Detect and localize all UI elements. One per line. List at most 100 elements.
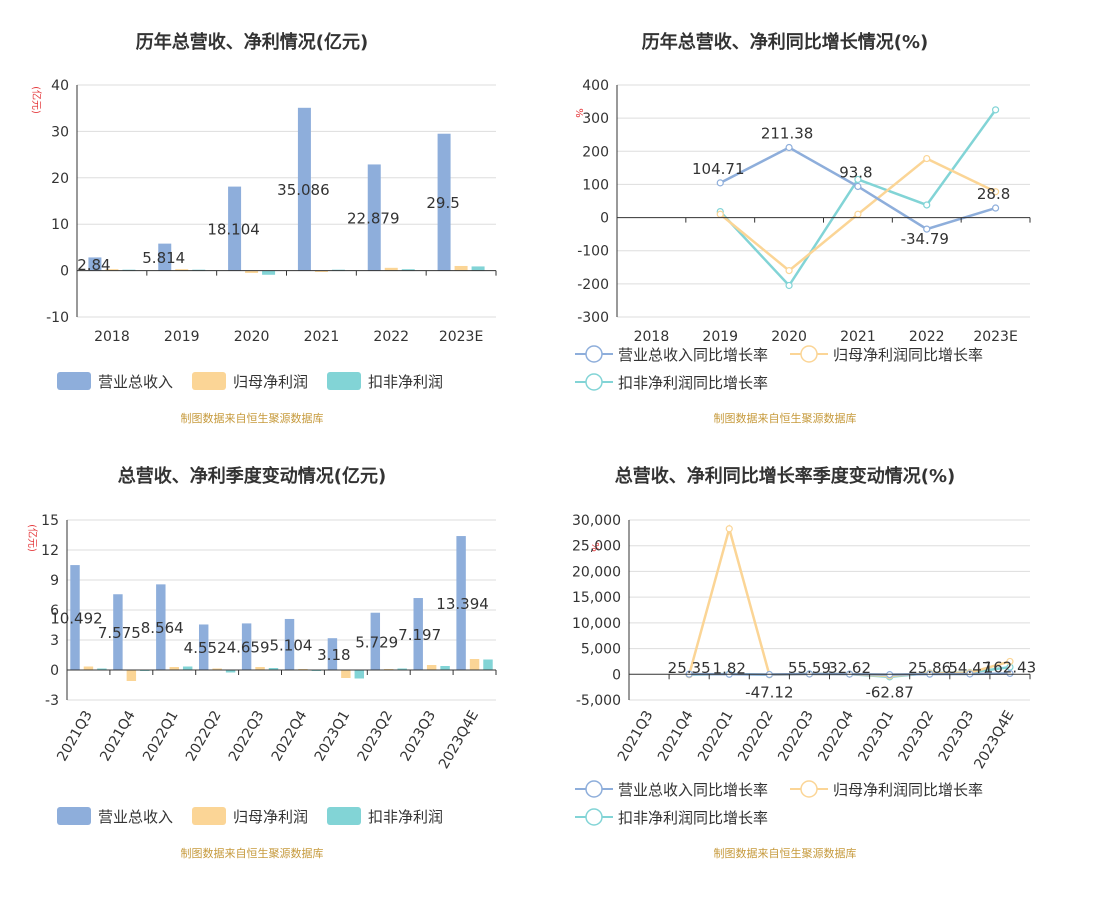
legend-swatch-marker: [585, 345, 603, 363]
bar-net-profit: [314, 270, 328, 272]
bar-deducted-profit: [268, 668, 279, 670]
y-tick-label: -300: [577, 310, 609, 326]
data-label: 5.104: [269, 636, 312, 654]
y-tick-label: 0: [60, 264, 69, 280]
x-tick-label: 2022Q3: [775, 708, 817, 764]
legend-swatch-marker: [585, 373, 603, 391]
legend-swatch-marker: [800, 780, 818, 798]
bar-net-profit: [255, 667, 265, 670]
series-line-net-profit: [687, 524, 1011, 678]
data-point: [854, 175, 862, 184]
bar-net-profit: [83, 666, 94, 670]
bar-net-profit: [105, 269, 119, 271]
x-tick-label: 2023E: [439, 329, 483, 345]
x-tick-label: 2019: [164, 329, 200, 345]
unit-label: (亿元): [26, 524, 39, 552]
bar-net-profit: [169, 667, 179, 670]
bar-net-profit: [454, 265, 468, 271]
legend-label: 扣非净利润同比增长率: [618, 374, 768, 392]
y-tick-label: 9: [50, 573, 59, 589]
x-tick-label: 2021Q3: [54, 708, 96, 764]
bar-deducted-profit: [440, 666, 450, 670]
bar-deducted-profit: [262, 270, 276, 275]
x-tick-label: 2019: [702, 329, 738, 345]
y-tick-label: 3: [50, 633, 59, 649]
data-label: 162.43: [984, 658, 1037, 676]
bar-revenue: [88, 257, 102, 271]
x-tick-label: 2022Q2: [735, 708, 777, 764]
legend-item: 扣非净利润: [327, 807, 443, 826]
legend-item: 归母净利润同比增长率: [790, 780, 983, 799]
data-point: [854, 210, 862, 218]
bar-revenue: [158, 243, 172, 271]
source-note: 制图数据来自恒生聚源数据库: [181, 411, 324, 425]
y-tick-label: 25,000: [572, 539, 621, 555]
y-tick-label: 20,000: [572, 564, 621, 580]
data-label: 13.394: [436, 595, 489, 613]
unit-label: %: [573, 108, 584, 118]
y-tick-label: 200: [582, 144, 609, 160]
y-tick-label: 30: [51, 124, 69, 140]
x-tick-label: 2023Q1: [855, 708, 897, 764]
bar-revenue: [70, 565, 80, 670]
chart-title: 历年总营收、净利同比增长情况(%): [642, 31, 929, 53]
x-tick-label: 2021Q3: [615, 708, 657, 764]
bar-deducted-profit: [471, 266, 485, 271]
data-point: [923, 154, 931, 163]
data-label: 3.18: [317, 646, 350, 664]
data-label: 54.47: [948, 659, 991, 677]
data-point: [725, 525, 733, 533]
legend-label: 归母净利润同比增长率: [833, 781, 983, 799]
y-tick-label: 0: [50, 663, 59, 679]
data-label: 93.8: [839, 163, 872, 181]
bar-revenue: [370, 612, 381, 670]
source-note: 制图数据来自恒生聚源数据库: [714, 411, 857, 425]
bar-revenue: [327, 638, 338, 670]
bar-revenue: [297, 107, 311, 271]
data-label: 25.86: [908, 659, 951, 677]
data-label: -62.87: [865, 684, 913, 702]
legend-item: 归母净利润: [192, 372, 308, 391]
bar-deducted-profit: [225, 670, 236, 673]
y-tick-label: 15,000: [572, 590, 621, 606]
y-tick-label: 20: [51, 171, 69, 187]
bar-revenue: [113, 594, 123, 670]
unit-label: %: [589, 542, 600, 552]
y-tick-label: -200: [577, 277, 609, 293]
legend-swatch: [192, 372, 226, 390]
bar-revenue: [228, 186, 242, 271]
legend-item: 营业总收入同比增长率: [575, 345, 768, 364]
data-label: 5.814: [142, 249, 185, 267]
legend-label: 营业总收入: [98, 373, 173, 391]
data-point: [991, 188, 1000, 196]
legend-swatch-marker: [800, 345, 818, 363]
y-tick-label: 0: [612, 667, 621, 683]
bar-revenue: [456, 536, 466, 670]
data-point: [991, 106, 1000, 114]
y-tick-label: 0: [600, 211, 609, 227]
y-tick-label: -5,000: [576, 693, 621, 709]
legend-label: 扣非净利润: [368, 373, 443, 391]
data-point: [716, 210, 724, 218]
bar-deducted-profit: [97, 668, 107, 670]
y-tick-label: 12: [41, 543, 59, 559]
legend-item: 扣非净利润同比增长率: [575, 808, 768, 827]
y-tick-label: 10,000: [572, 616, 621, 632]
y-tick-label: 300: [582, 111, 609, 127]
y-tick-label: -10: [46, 310, 69, 326]
x-tick-label: 2023Q3: [936, 708, 978, 764]
bar-net-profit: [426, 665, 437, 670]
bar-revenue: [241, 623, 252, 670]
bar-revenue: [198, 624, 209, 670]
data-label: 8.564: [141, 619, 184, 637]
legend-label: 扣非净利润: [368, 808, 443, 826]
bar-revenue: [437, 133, 451, 271]
x-tick-label: 2023Q1: [312, 708, 354, 764]
legend-item: 营业总收入: [57, 372, 173, 391]
data-label: 32.62: [828, 659, 871, 677]
legend-item: 归母净利润: [192, 807, 308, 826]
bar-revenue: [413, 598, 423, 670]
data-label: 28.8: [977, 185, 1010, 203]
bar-net-profit: [384, 267, 398, 271]
